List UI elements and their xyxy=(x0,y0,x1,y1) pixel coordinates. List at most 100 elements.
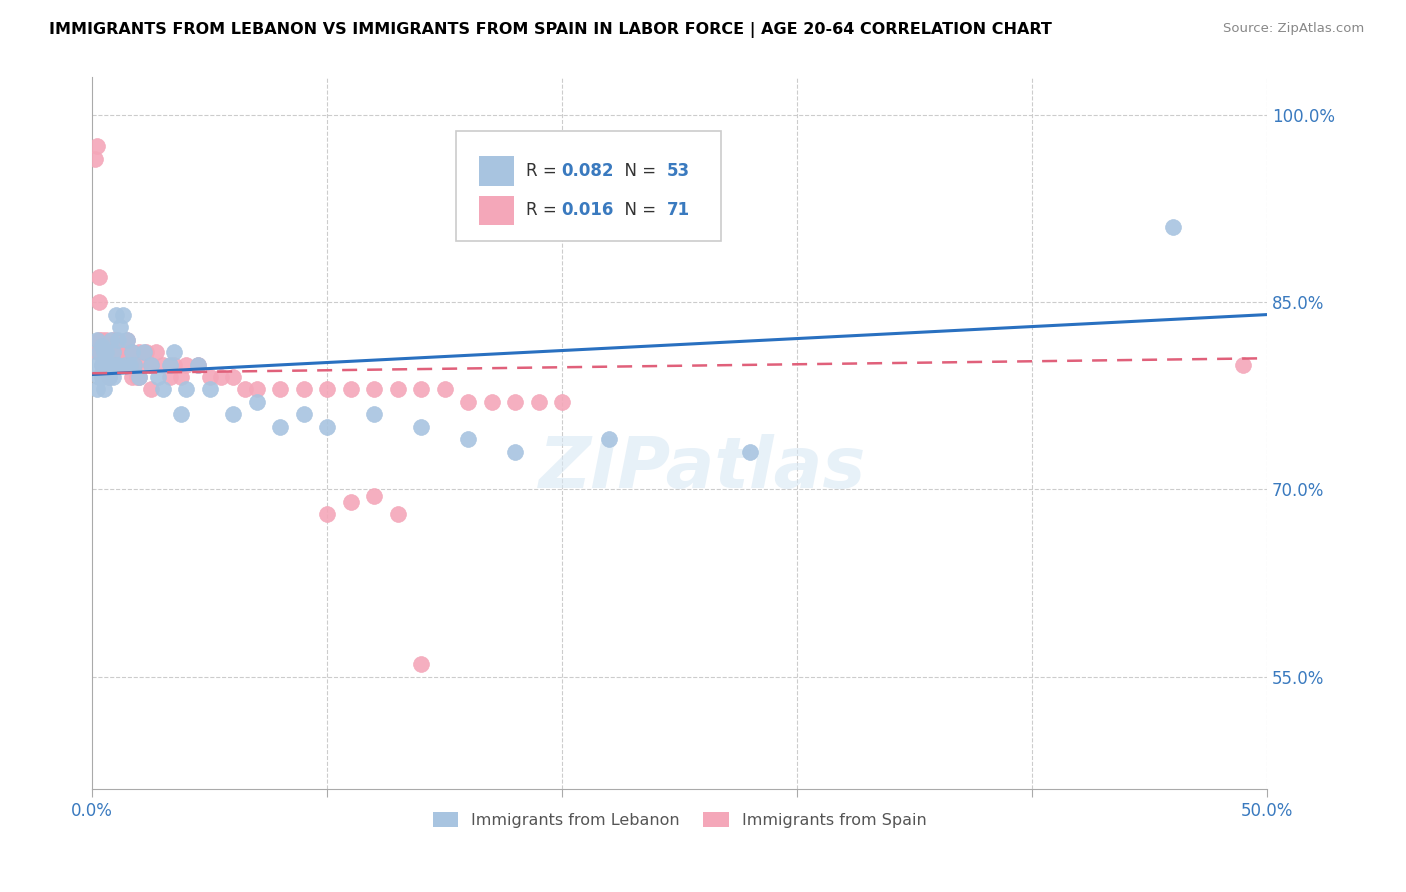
Point xyxy=(107,345,129,359)
FancyBboxPatch shape xyxy=(457,131,721,241)
Point xyxy=(100,358,122,372)
FancyBboxPatch shape xyxy=(478,156,515,186)
Point xyxy=(316,508,339,522)
Point xyxy=(198,370,221,384)
Point xyxy=(481,395,503,409)
Point xyxy=(110,320,132,334)
Point xyxy=(139,358,162,372)
Point xyxy=(103,370,125,384)
Point xyxy=(90,358,112,372)
Text: R =: R = xyxy=(526,162,561,180)
Point xyxy=(96,345,118,359)
Point xyxy=(103,333,125,347)
Point xyxy=(83,358,105,372)
Point xyxy=(146,370,169,384)
Point xyxy=(363,489,385,503)
Point xyxy=(1161,220,1184,235)
Point xyxy=(198,383,221,397)
Point xyxy=(457,433,479,447)
Point xyxy=(433,383,456,397)
Point xyxy=(89,370,111,384)
Text: 0.082: 0.082 xyxy=(561,162,613,180)
Point xyxy=(93,358,115,372)
Point xyxy=(170,408,193,422)
Point xyxy=(89,295,111,310)
Point xyxy=(269,420,291,434)
Point xyxy=(222,370,245,384)
Point xyxy=(96,333,118,347)
Point xyxy=(128,370,150,384)
Point xyxy=(387,383,409,397)
Text: Source: ZipAtlas.com: Source: ZipAtlas.com xyxy=(1223,22,1364,36)
Point xyxy=(159,370,181,384)
Point xyxy=(104,358,127,372)
Text: 53: 53 xyxy=(666,162,690,180)
Point xyxy=(111,308,134,322)
Point xyxy=(96,358,118,372)
Point xyxy=(107,333,129,347)
Point xyxy=(222,408,245,422)
Point xyxy=(174,383,197,397)
Point xyxy=(124,358,146,372)
Point xyxy=(139,383,162,397)
Point xyxy=(117,358,139,372)
Point xyxy=(104,333,127,347)
Point xyxy=(598,433,620,447)
Point xyxy=(97,358,120,372)
Text: R =: R = xyxy=(526,202,561,219)
Point xyxy=(339,383,361,397)
Text: ZIPatlas: ZIPatlas xyxy=(540,434,866,503)
Text: N =: N = xyxy=(614,202,661,219)
Point xyxy=(121,345,143,359)
Point xyxy=(117,333,139,347)
Point xyxy=(339,495,361,509)
Point xyxy=(316,420,339,434)
Point xyxy=(93,345,115,359)
Point xyxy=(86,139,108,153)
Point xyxy=(187,358,209,372)
Point xyxy=(292,383,315,397)
FancyBboxPatch shape xyxy=(478,195,515,226)
Point xyxy=(118,358,141,372)
Point xyxy=(174,358,197,372)
Point xyxy=(124,358,146,372)
Text: IMMIGRANTS FROM LEBANON VS IMMIGRANTS FROM SPAIN IN LABOR FORCE | AGE 20-64 CORR: IMMIGRANTS FROM LEBANON VS IMMIGRANTS FR… xyxy=(49,22,1052,38)
Point xyxy=(93,383,115,397)
Point xyxy=(152,358,174,372)
Point xyxy=(187,358,209,372)
Point xyxy=(107,358,129,372)
Point xyxy=(387,508,409,522)
Point xyxy=(135,345,157,359)
Text: N =: N = xyxy=(614,162,661,180)
Point xyxy=(86,383,108,397)
Point xyxy=(363,383,385,397)
Point xyxy=(527,395,550,409)
Text: 71: 71 xyxy=(666,202,690,219)
Point xyxy=(363,408,385,422)
Point xyxy=(316,383,339,397)
Point xyxy=(411,420,433,434)
Point xyxy=(269,383,291,397)
Point xyxy=(170,370,193,384)
Point xyxy=(97,370,120,384)
Point xyxy=(152,383,174,397)
Point xyxy=(89,270,111,285)
Point xyxy=(86,345,108,359)
Point xyxy=(292,408,315,422)
Point xyxy=(139,358,162,372)
Point xyxy=(97,370,120,384)
Point xyxy=(103,358,125,372)
Point xyxy=(411,383,433,397)
Point xyxy=(132,345,155,359)
Point xyxy=(738,445,761,459)
Point xyxy=(246,395,269,409)
Point xyxy=(110,358,132,372)
Point xyxy=(159,358,181,372)
Point xyxy=(90,370,112,384)
Text: 0.016: 0.016 xyxy=(561,202,613,219)
Point xyxy=(83,152,105,166)
Point xyxy=(111,345,134,359)
Point xyxy=(125,370,148,384)
Point xyxy=(503,445,526,459)
Point xyxy=(114,358,136,372)
